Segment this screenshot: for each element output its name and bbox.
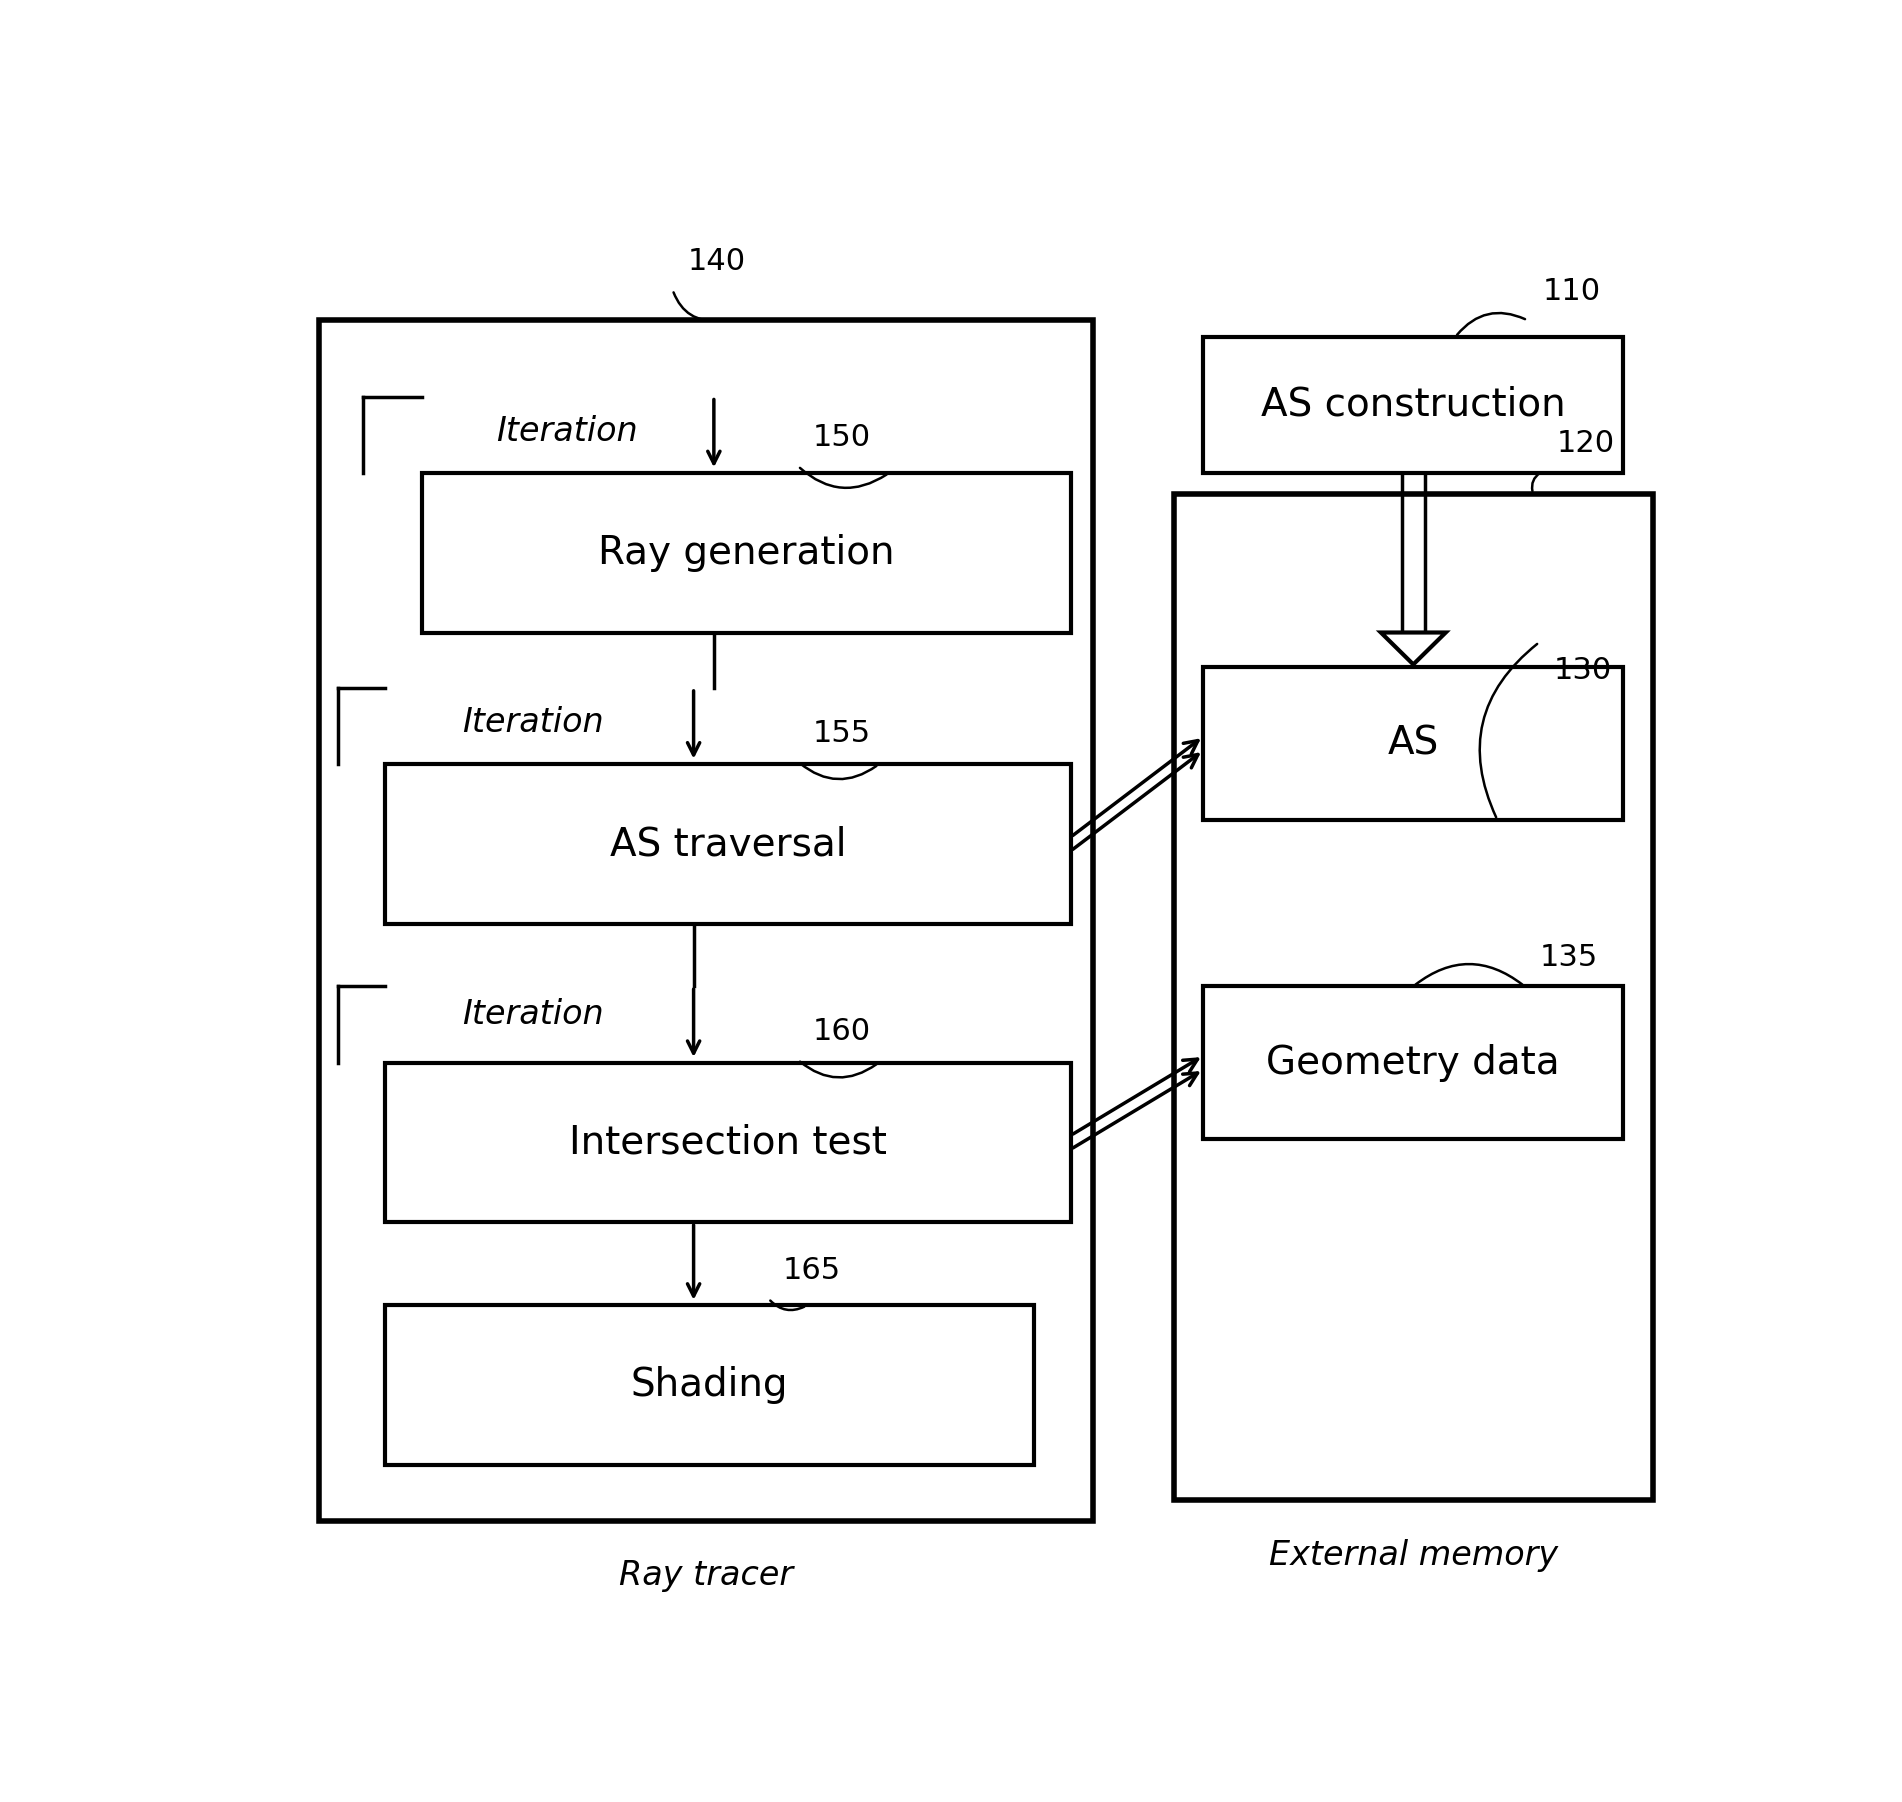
Bar — [1204, 337, 1622, 472]
Text: 165: 165 — [784, 1256, 841, 1285]
Bar — [320, 321, 1092, 1521]
Bar — [1174, 494, 1653, 1499]
Text: Iteration: Iteration — [462, 998, 603, 1031]
Text: Intersection test: Intersection test — [569, 1123, 886, 1162]
Text: 135: 135 — [1539, 944, 1598, 973]
Text: AS construction: AS construction — [1261, 386, 1565, 423]
Text: AS: AS — [1388, 724, 1440, 762]
Text: Ray tracer: Ray tracer — [618, 1559, 793, 1593]
Text: AS traversal: AS traversal — [611, 825, 846, 863]
Text: 155: 155 — [812, 719, 871, 748]
Text: Shading: Shading — [631, 1366, 787, 1404]
Bar — [1204, 667, 1622, 820]
Polygon shape — [1381, 633, 1446, 665]
Text: 110: 110 — [1543, 278, 1600, 306]
Text: Iteration: Iteration — [462, 706, 603, 739]
Bar — [422, 472, 1071, 633]
Text: 140: 140 — [687, 247, 746, 276]
Bar — [384, 1063, 1071, 1222]
Text: Geometry data: Geometry data — [1267, 1043, 1560, 1081]
Bar — [384, 1305, 1035, 1465]
Text: 160: 160 — [812, 1016, 871, 1045]
Text: 130: 130 — [1554, 656, 1613, 685]
Text: 120: 120 — [1558, 429, 1615, 458]
Bar — [384, 764, 1071, 924]
Bar — [1204, 986, 1622, 1139]
Text: Ray generation: Ray generation — [597, 533, 894, 571]
Text: Iteration: Iteration — [496, 414, 637, 449]
Text: External memory: External memory — [1269, 1539, 1558, 1571]
Text: 150: 150 — [812, 423, 871, 452]
